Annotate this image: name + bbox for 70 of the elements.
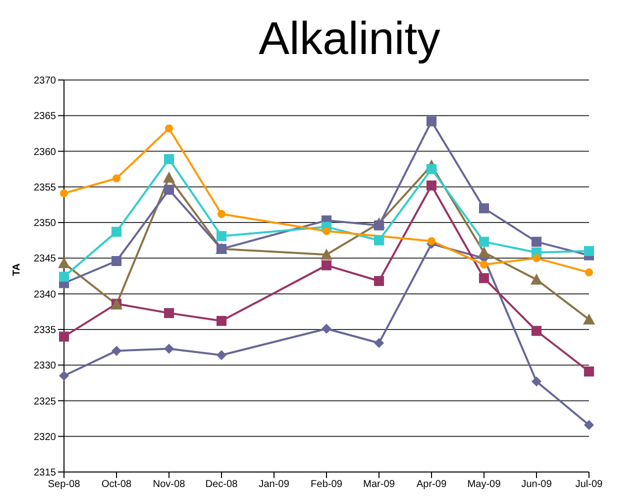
y-tick-label: 2335 — [34, 325, 56, 336]
point — [530, 274, 542, 285]
x-tick-label: Mar-09 — [363, 479, 396, 490]
y-tick-label: 2360 — [34, 146, 56, 158]
point — [532, 254, 540, 262]
point — [165, 124, 173, 132]
y-tick-label: 2325 — [34, 396, 56, 408]
point — [374, 235, 384, 246]
point — [59, 272, 69, 282]
point — [216, 350, 226, 360]
point — [532, 326, 542, 336]
x-tick-label: Sep-08 — [48, 479, 81, 490]
y-tick-label: 2350 — [34, 218, 56, 230]
y-tick-label: 2330 — [34, 360, 56, 372]
point — [479, 203, 489, 214]
point — [426, 116, 436, 126]
point — [479, 236, 489, 247]
point — [216, 231, 226, 242]
point — [164, 184, 174, 195]
point — [59, 332, 69, 342]
y-tick-label: 2355 — [34, 182, 56, 194]
point — [374, 338, 384, 348]
point — [584, 366, 594, 377]
point — [163, 172, 175, 183]
point — [585, 268, 593, 276]
point — [59, 370, 69, 381]
point — [322, 227, 330, 236]
x-tick-label: Oct-08 — [101, 479, 132, 490]
y-tick-label: 2365 — [34, 111, 56, 122]
point — [112, 174, 120, 182]
point — [532, 236, 542, 247]
point — [584, 246, 594, 256]
point — [320, 248, 332, 260]
point — [584, 420, 594, 430]
x-tick-label: Dec-08 — [205, 479, 238, 490]
y-tick-label: 2370 — [34, 76, 56, 87]
point — [426, 164, 436, 174]
x-tick-label: Feb-09 — [310, 479, 343, 490]
x-tick-label: Jan-09 — [258, 479, 290, 490]
x-tick-label: May-09 — [467, 479, 502, 490]
x-tick-label: Jul-09 — [575, 479, 604, 490]
x-tick-label: Nov-08 — [152, 479, 186, 490]
point — [480, 260, 488, 269]
y-tick-label: 2345 — [34, 254, 56, 265]
point — [374, 276, 384, 286]
y-axis-title: TA — [12, 263, 23, 276]
point — [216, 316, 226, 326]
point — [112, 226, 122, 237]
point — [322, 260, 332, 270]
point — [478, 246, 490, 258]
point — [164, 344, 174, 354]
point — [164, 154, 174, 164]
point — [218, 210, 226, 218]
y-tick-label: 2340 — [34, 289, 56, 300]
point — [112, 346, 122, 356]
y-tick-label: 2315 — [34, 468, 56, 479]
x-tick-label: Jun-09 — [521, 479, 552, 490]
point — [112, 256, 122, 266]
point — [428, 237, 436, 246]
point — [322, 324, 332, 334]
point — [583, 313, 595, 324]
chart-title: Alkalinity — [258, 11, 442, 66]
point — [479, 273, 489, 284]
point — [374, 220, 384, 230]
point — [426, 180, 436, 190]
point — [60, 189, 68, 198]
y-tick-label: 2320 — [34, 432, 56, 443]
point — [164, 308, 174, 318]
x-tick-label: Apr-09 — [416, 479, 447, 490]
point — [532, 376, 542, 386]
